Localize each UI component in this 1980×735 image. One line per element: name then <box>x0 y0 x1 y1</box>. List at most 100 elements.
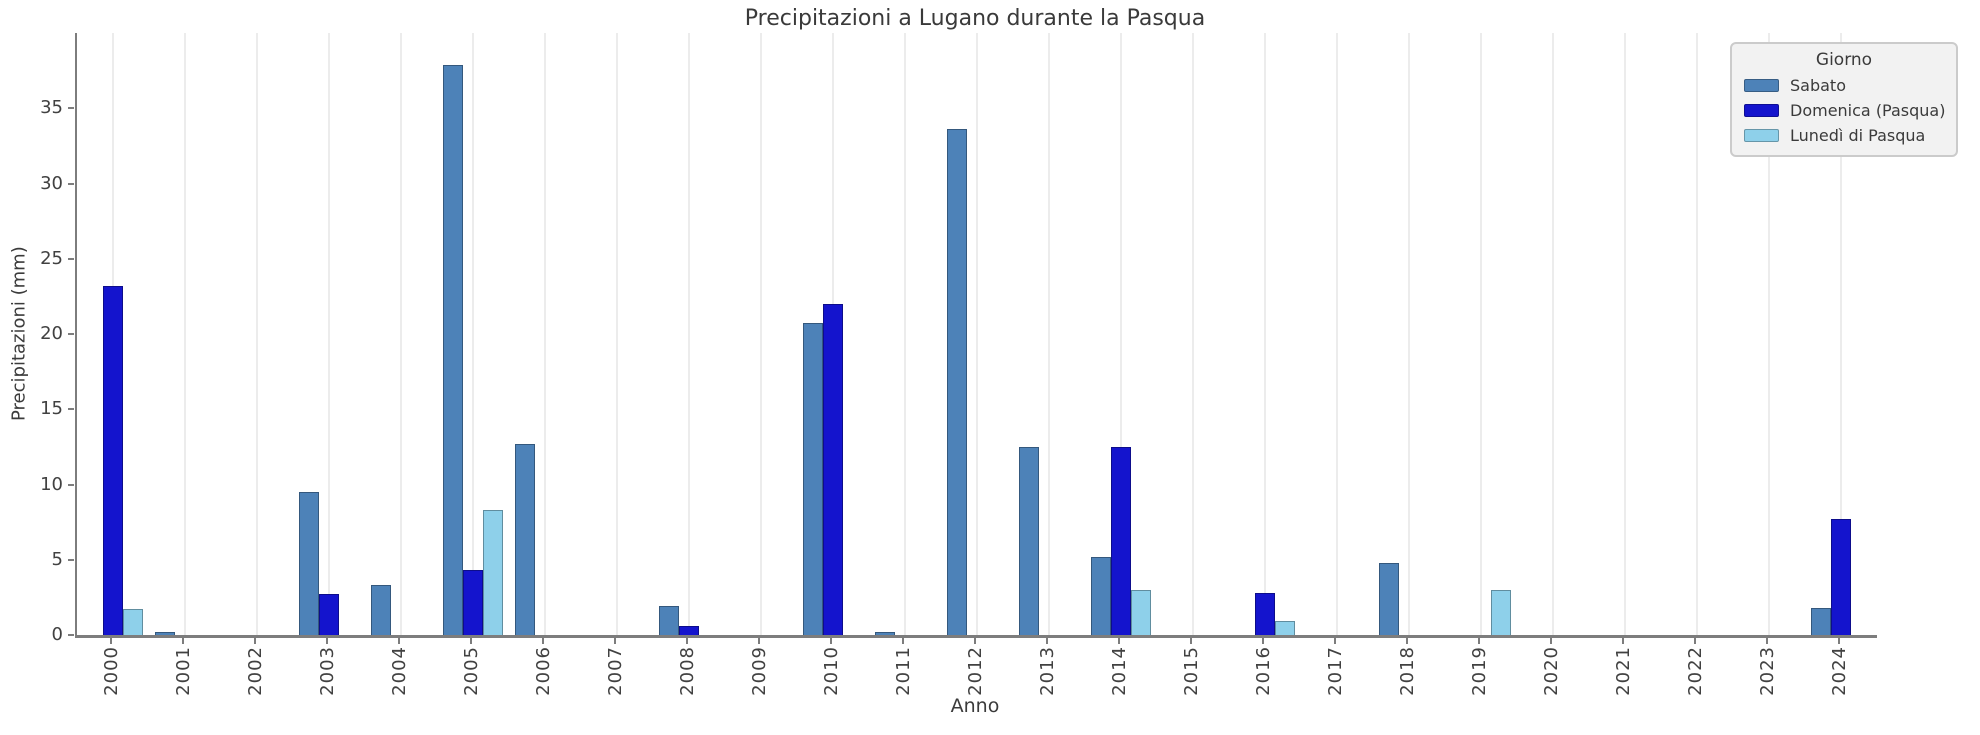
x-tick-2020: 2020 <box>1521 646 1581 700</box>
x-tick-mark-2010 <box>830 638 832 644</box>
legend-swatch-domenica-pasqua <box>1744 104 1779 117</box>
x-tick-mark-2024 <box>1838 638 1840 644</box>
y-tick-mark-0 <box>68 634 74 636</box>
legend-label-luned-di-pasqua: Lunedì di Pasqua <box>1790 126 1926 145</box>
x-tick-label-2009: 2009 <box>748 646 770 696</box>
x-tick-mark-2022 <box>1694 638 1696 644</box>
bar-2008-domenica-pasqua <box>679 625 699 635</box>
x-tick-mark-2007 <box>614 638 616 644</box>
gridline-2024 <box>1840 33 1842 635</box>
y-tick-mark-20 <box>68 333 74 335</box>
gridline-2016 <box>1264 33 1266 635</box>
y-tick-label-25: 25 <box>40 247 63 269</box>
gridline-2004 <box>400 33 402 635</box>
x-tick-mark-2017 <box>1334 638 1336 644</box>
x-tick-label-2021: 2021 <box>1612 646 1634 696</box>
x-tick-label-2001: 2001 <box>172 646 194 696</box>
x-axis-label: Anno <box>950 695 1000 717</box>
legend-entries: Sabato Domenica (Pasqua) Lunedì di Pasqua <box>1744 76 1945 145</box>
legend-entry-luned-di-pasqua: Lunedì di Pasqua <box>1744 126 1944 145</box>
gridline-2023 <box>1768 33 1770 635</box>
y-tick-label-35: 35 <box>40 97 63 119</box>
gridline-2020 <box>1552 33 1554 635</box>
x-tick-2009: 2009 <box>729 646 789 700</box>
x-tick-2024: 2024 <box>1809 646 1869 700</box>
x-tick-2013: 2013 <box>1017 646 1077 700</box>
x-tick-2008: 2008 <box>657 646 717 700</box>
legend-swatch-luned-di-pasqua <box>1744 129 1779 142</box>
bar-2003-sabato <box>299 492 319 635</box>
y-tick-label-30: 30 <box>40 172 63 194</box>
x-tick-2022: 2022 <box>1665 646 1725 700</box>
bar-2004-sabato <box>371 585 391 635</box>
bar-2008-sabato <box>659 606 679 635</box>
x-tick-label-2006: 2006 <box>532 646 554 696</box>
bar-2003-domenica-pasqua <box>319 594 339 635</box>
y-tick-mark-25 <box>68 257 74 260</box>
gridline-2017 <box>1336 33 1338 635</box>
x-tick-mark-2012 <box>974 638 976 644</box>
y-tick-label-20: 20 <box>40 323 63 344</box>
x-tick-mark-2023 <box>1766 638 1768 644</box>
gridline-2021 <box>1624 33 1626 635</box>
x-tick-label-2007: 2007 <box>604 646 626 696</box>
bar-2010-domenica-pasqua <box>823 303 843 635</box>
x-tick-label-2018: 2018 <box>1396 646 1418 696</box>
bar-2005-domenica-pasqua <box>463 570 483 635</box>
bar-2014-domenica-pasqua <box>1111 446 1131 635</box>
bar-2016-domenica-pasqua <box>1255 592 1275 635</box>
y-tick-mark-35 <box>68 107 74 110</box>
x-tick-2017: 2017 <box>1305 646 1365 700</box>
bar-2006-sabato <box>515 443 535 635</box>
legend: Giorno Sabato Domenica (Pasqua) Lunedì di … <box>1730 42 1958 157</box>
x-tick-2003: 2003 <box>297 646 357 700</box>
gridline-2007 <box>616 33 618 635</box>
x-tick-label-2019: 2019 <box>1468 646 1490 696</box>
x-tick-mark-2005 <box>470 638 472 644</box>
x-tick-2018: 2018 <box>1377 646 1437 700</box>
x-tick-2007: 2007 <box>585 646 645 700</box>
x-tick-2011: 2011 <box>873 646 933 700</box>
x-tick-2006: 2006 <box>513 646 573 700</box>
bar-2014-luned-di-pasqua <box>1131 589 1151 635</box>
x-tick-label-2023: 2023 <box>1756 646 1778 696</box>
x-tick-mark-2001 <box>182 638 184 644</box>
y-tick-label-5: 5 <box>51 548 63 570</box>
x-tick-label-2024: 2024 <box>1828 646 1850 696</box>
x-tick-2005: 2005 <box>441 646 501 700</box>
bar-2005-luned-di-pasqua <box>483 510 503 635</box>
x-tick-mark-2019 <box>1478 638 1480 644</box>
gridline-2022 <box>1696 33 1698 635</box>
bar-2014-sabato <box>1091 556 1111 635</box>
x-tick-label-2010: 2010 <box>820 646 842 696</box>
bar-2001-sabato <box>155 632 175 635</box>
x-tick-2021: 2021 <box>1593 646 1653 700</box>
x-tick-2012: 2012 <box>945 646 1005 700</box>
x-tick-mark-2003 <box>326 638 328 644</box>
legend-label-sabato: Sabato <box>1790 76 1846 95</box>
bar-2013-sabato <box>1019 446 1039 635</box>
bar-2000-luned-di-pasqua <box>123 609 143 635</box>
x-tick-mark-2020 <box>1550 638 1552 644</box>
legend-title: Giorno <box>1815 50 1873 70</box>
gridline-2006 <box>544 33 546 635</box>
y-tick-mark-5 <box>68 558 74 561</box>
x-tick-mark-2002 <box>254 638 256 644</box>
gridline-2011 <box>904 33 906 635</box>
x-tick-mark-2013 <box>1046 638 1048 644</box>
legend-swatch-sabato <box>1744 79 1779 92</box>
gridline-2008 <box>688 33 690 635</box>
x-tick-mark-2004 <box>398 638 400 644</box>
bar-2024-sabato <box>1811 607 1831 635</box>
x-tick-label-2016: 2016 <box>1252 646 1274 696</box>
x-tick-mark-2016 <box>1262 638 1264 644</box>
x-tick-label-2005: 2005 <box>460 646 482 696</box>
gridline-2005 <box>472 33 474 635</box>
gridline-2002 <box>256 33 258 635</box>
gridline-2014 <box>1120 33 1122 635</box>
bar-2005-sabato <box>443 64 463 635</box>
x-tick-label-2017: 2017 <box>1324 646 1346 696</box>
bar-2016-luned-di-pasqua <box>1275 621 1295 635</box>
x-tick-mark-2014 <box>1118 638 1120 644</box>
